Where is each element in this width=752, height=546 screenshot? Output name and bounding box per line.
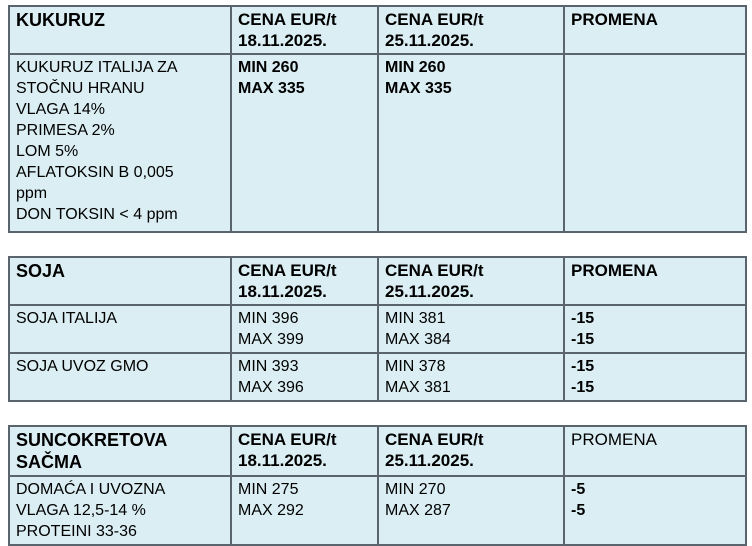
kukuruz-header-row: KUKURUZ CENA EUR/t 18.11.2025. CENA EUR/… (8, 5, 747, 55)
sacma-price1-cell: MIN 275 MAX 292 (230, 475, 379, 546)
soja-uvoz-price2-cell: MIN 378 MAX 381 (377, 352, 565, 402)
kukuruz-price1-cell: MIN 260 MAX 335 (230, 53, 379, 233)
soja-italija-change-cell: -15 -15 (563, 304, 747, 354)
kukuruz-price2-header-cell: CENA EUR/t 25.11.2025. (377, 5, 565, 55)
sacma-product-cell: DOMAĆA I UVOZNA VLAGA 12,5-14 % PROTEINI… (8, 475, 232, 546)
sacma-header-row: SUNCOKRETOVA SAČMA CENA EUR/t 18.11.2025… (8, 425, 747, 477)
soja-price2-header-cell: CENA EUR/t 25.11.2025. (377, 256, 565, 306)
soja-change-header-cell: PROMENA (563, 256, 747, 306)
kukuruz-price2-cell: MIN 260 MAX 335 (377, 53, 565, 233)
suncokretova-sacma-price-table: SUNCOKRETOVA SAČMA CENA EUR/t 18.11.2025… (8, 425, 747, 546)
sacma-data-row: DOMAĆA I UVOZNA VLAGA 12,5-14 % PROTEINI… (8, 475, 747, 546)
soja-header-row: SOJA CENA EUR/t 18.11.2025. CENA EUR/t 2… (8, 256, 747, 306)
soja-uvoz-change-cell: -15 -15 (563, 352, 747, 402)
soja-uvoz-price1-cell: MIN 393 MAX 396 (230, 352, 379, 402)
soja-price1-header-cell: CENA EUR/t 18.11.2025. (230, 256, 379, 306)
sacma-change-cell: -5 -5 (563, 475, 747, 546)
kukuruz-change-header-cell: PROMENA (563, 5, 747, 55)
kukuruz-price-table: KUKURUZ CENA EUR/t 18.11.2025. CENA EUR/… (8, 5, 747, 233)
soja-uvoz-product-cell: SOJA UVOZ GMO (8, 352, 232, 402)
kukuruz-product-cell: KUKURUZ ITALIJA ZA STOČNU HRANU VLAGA 14… (8, 53, 232, 233)
soja-price-table: SOJA CENA EUR/t 18.11.2025. CENA EUR/t 2… (8, 256, 747, 402)
kukuruz-change-cell (563, 53, 747, 233)
sacma-price1-header-cell: CENA EUR/t 18.11.2025. (230, 425, 379, 477)
soja-italija-price2-cell: MIN 381 MAX 384 (377, 304, 565, 354)
soja-italija-price1-cell: MIN 396 MAX 399 (230, 304, 379, 354)
soja-title-cell: SOJA (8, 256, 232, 306)
sacma-price2-cell: MIN 270 MAX 287 (377, 475, 565, 546)
kukuruz-price1-header-cell: CENA EUR/t 18.11.2025. (230, 5, 379, 55)
kukuruz-data-row: KUKURUZ ITALIJA ZA STOČNU HRANU VLAGA 14… (8, 53, 747, 233)
sacma-title-cell: SUNCOKRETOVA SAČMA (8, 425, 232, 477)
soja-uvoz-gmo-row: SOJA UVOZ GMO MIN 393 MAX 396 MIN 378 MA… (8, 352, 747, 402)
sacma-price2-header-cell: CENA EUR/t 25.11.2025. (377, 425, 565, 477)
sacma-change-header-cell: PROMENA (563, 425, 747, 477)
soja-italija-row: SOJA ITALIJA MIN 396 MAX 399 MIN 381 MAX… (8, 304, 747, 354)
kukuruz-title-cell: KUKURUZ (8, 5, 232, 55)
soja-italija-product-cell: SOJA ITALIJA (8, 304, 232, 354)
